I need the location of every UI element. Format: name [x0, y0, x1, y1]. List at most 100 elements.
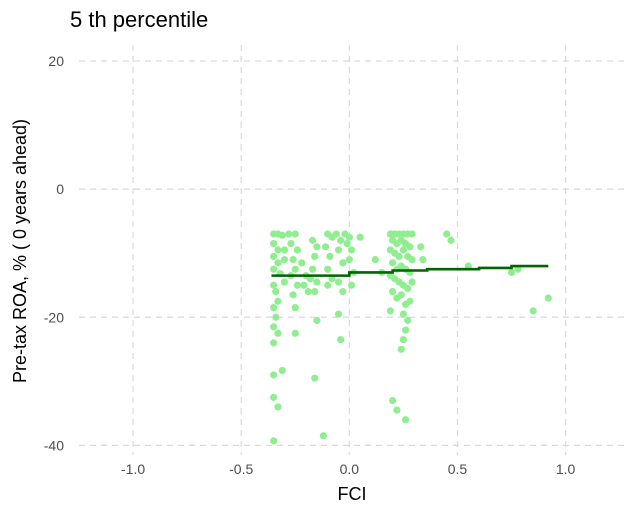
scatter-points	[270, 230, 552, 445]
scatter-point	[308, 265, 317, 273]
scatter-point	[356, 233, 364, 241]
scatter-point	[393, 406, 401, 414]
scatter-point	[270, 239, 278, 248]
fit-line	[271, 264, 549, 277]
scatter-point	[507, 268, 516, 277]
scatter-point	[408, 230, 416, 238]
scatter-point	[406, 297, 414, 305]
scatter-point	[289, 256, 297, 264]
scatter-point	[324, 281, 332, 289]
scatter-point	[529, 307, 537, 315]
scatter-point	[270, 437, 278, 445]
x-tick-label: -0.5	[229, 461, 253, 477]
scatter-point	[270, 371, 278, 379]
scatter-point	[408, 256, 416, 264]
scatter-point	[274, 329, 282, 337]
scatter-point	[544, 294, 552, 302]
y-tick-label: -20	[44, 309, 64, 325]
scatter-point	[291, 304, 299, 312]
scatter-point	[293, 281, 302, 289]
scatter-point	[272, 313, 280, 321]
scatter-point	[388, 259, 397, 267]
scatter-point	[343, 239, 351, 248]
scatter-point	[399, 246, 408, 254]
scatter-point	[371, 256, 379, 264]
y-tick-label: 20	[48, 53, 64, 69]
y-tick-labels: 20 0 -20 -40	[44, 53, 64, 453]
scatter-point	[332, 230, 340, 238]
scatter-point	[280, 256, 289, 264]
scatter-point	[298, 259, 306, 267]
scatter-point	[347, 246, 356, 254]
fit-line-path	[271, 264, 549, 277]
x-axis-title: FCI	[338, 484, 367, 504]
scatter-point	[311, 252, 319, 261]
scatter-point	[313, 243, 321, 251]
scatter-point	[419, 256, 427, 264]
scatter-point	[447, 236, 455, 244]
scatter-point	[289, 291, 297, 299]
scatter-point	[270, 393, 278, 401]
scatter-point	[345, 233, 353, 241]
scatter-point	[401, 326, 410, 334]
scatter-point	[304, 288, 312, 296]
scatter-point	[313, 278, 321, 286]
scatter-point	[293, 246, 302, 254]
scatter-point	[274, 297, 282, 305]
scatter-point	[443, 230, 451, 238]
grid	[79, 45, 624, 455]
scatter-point	[464, 262, 472, 270]
scatter-point	[270, 304, 278, 312]
scatter-point	[388, 396, 397, 405]
scatter-point	[280, 246, 289, 254]
scatter-point	[280, 278, 289, 286]
scatter-point	[270, 281, 278, 289]
x-tick-label: -1.0	[121, 461, 145, 477]
scatter-point	[274, 403, 282, 411]
scatter-point	[388, 288, 397, 296]
scatter-point	[319, 432, 327, 440]
scatter-point	[347, 281, 356, 289]
scatter-point	[345, 256, 353, 264]
scatter-point	[274, 259, 282, 267]
scatter-point	[328, 275, 336, 283]
scatter-point	[270, 339, 278, 347]
scatter-point	[334, 278, 343, 286]
scatter-point	[324, 265, 332, 273]
scatter-point	[278, 231, 286, 239]
scatter-point	[326, 252, 334, 261]
scatter-point	[339, 259, 347, 267]
scatter-point	[313, 316, 321, 325]
scatter-point	[404, 284, 412, 293]
scatter-point	[399, 336, 408, 344]
scatter-point	[308, 236, 317, 244]
scatter-point	[337, 336, 345, 344]
chart-title: 5 th percentile	[70, 7, 208, 32]
scatter-point	[395, 252, 403, 261]
scatter-point	[306, 275, 315, 283]
x-tick-label: 0.5	[448, 461, 468, 477]
scatter-point	[397, 291, 405, 299]
x-tick-label: 0.0	[340, 461, 360, 477]
scatter-point	[272, 288, 280, 296]
y-axis-title: Pre-tax ROA, % ( 0 years ahead)	[10, 119, 30, 383]
scatter-point	[270, 323, 278, 331]
scatter-point	[285, 230, 293, 238]
scatter-point	[408, 278, 416, 286]
scatter-point	[404, 316, 412, 325]
scatter-point	[334, 310, 343, 318]
scatter-point	[287, 239, 295, 248]
scatter-point	[406, 243, 414, 251]
scatter-point	[334, 246, 343, 254]
scatter-point	[514, 265, 522, 273]
scatter-point	[291, 230, 299, 238]
scatter-point	[386, 307, 395, 315]
scatter-point	[291, 329, 299, 337]
scatter-point	[397, 345, 405, 353]
scatter-point	[337, 236, 345, 244]
y-tick-label: -40	[44, 437, 64, 453]
scatter-point	[274, 246, 282, 254]
scatter-point	[311, 374, 319, 382]
scatter-point	[339, 288, 347, 296]
scatter-point	[278, 366, 286, 375]
